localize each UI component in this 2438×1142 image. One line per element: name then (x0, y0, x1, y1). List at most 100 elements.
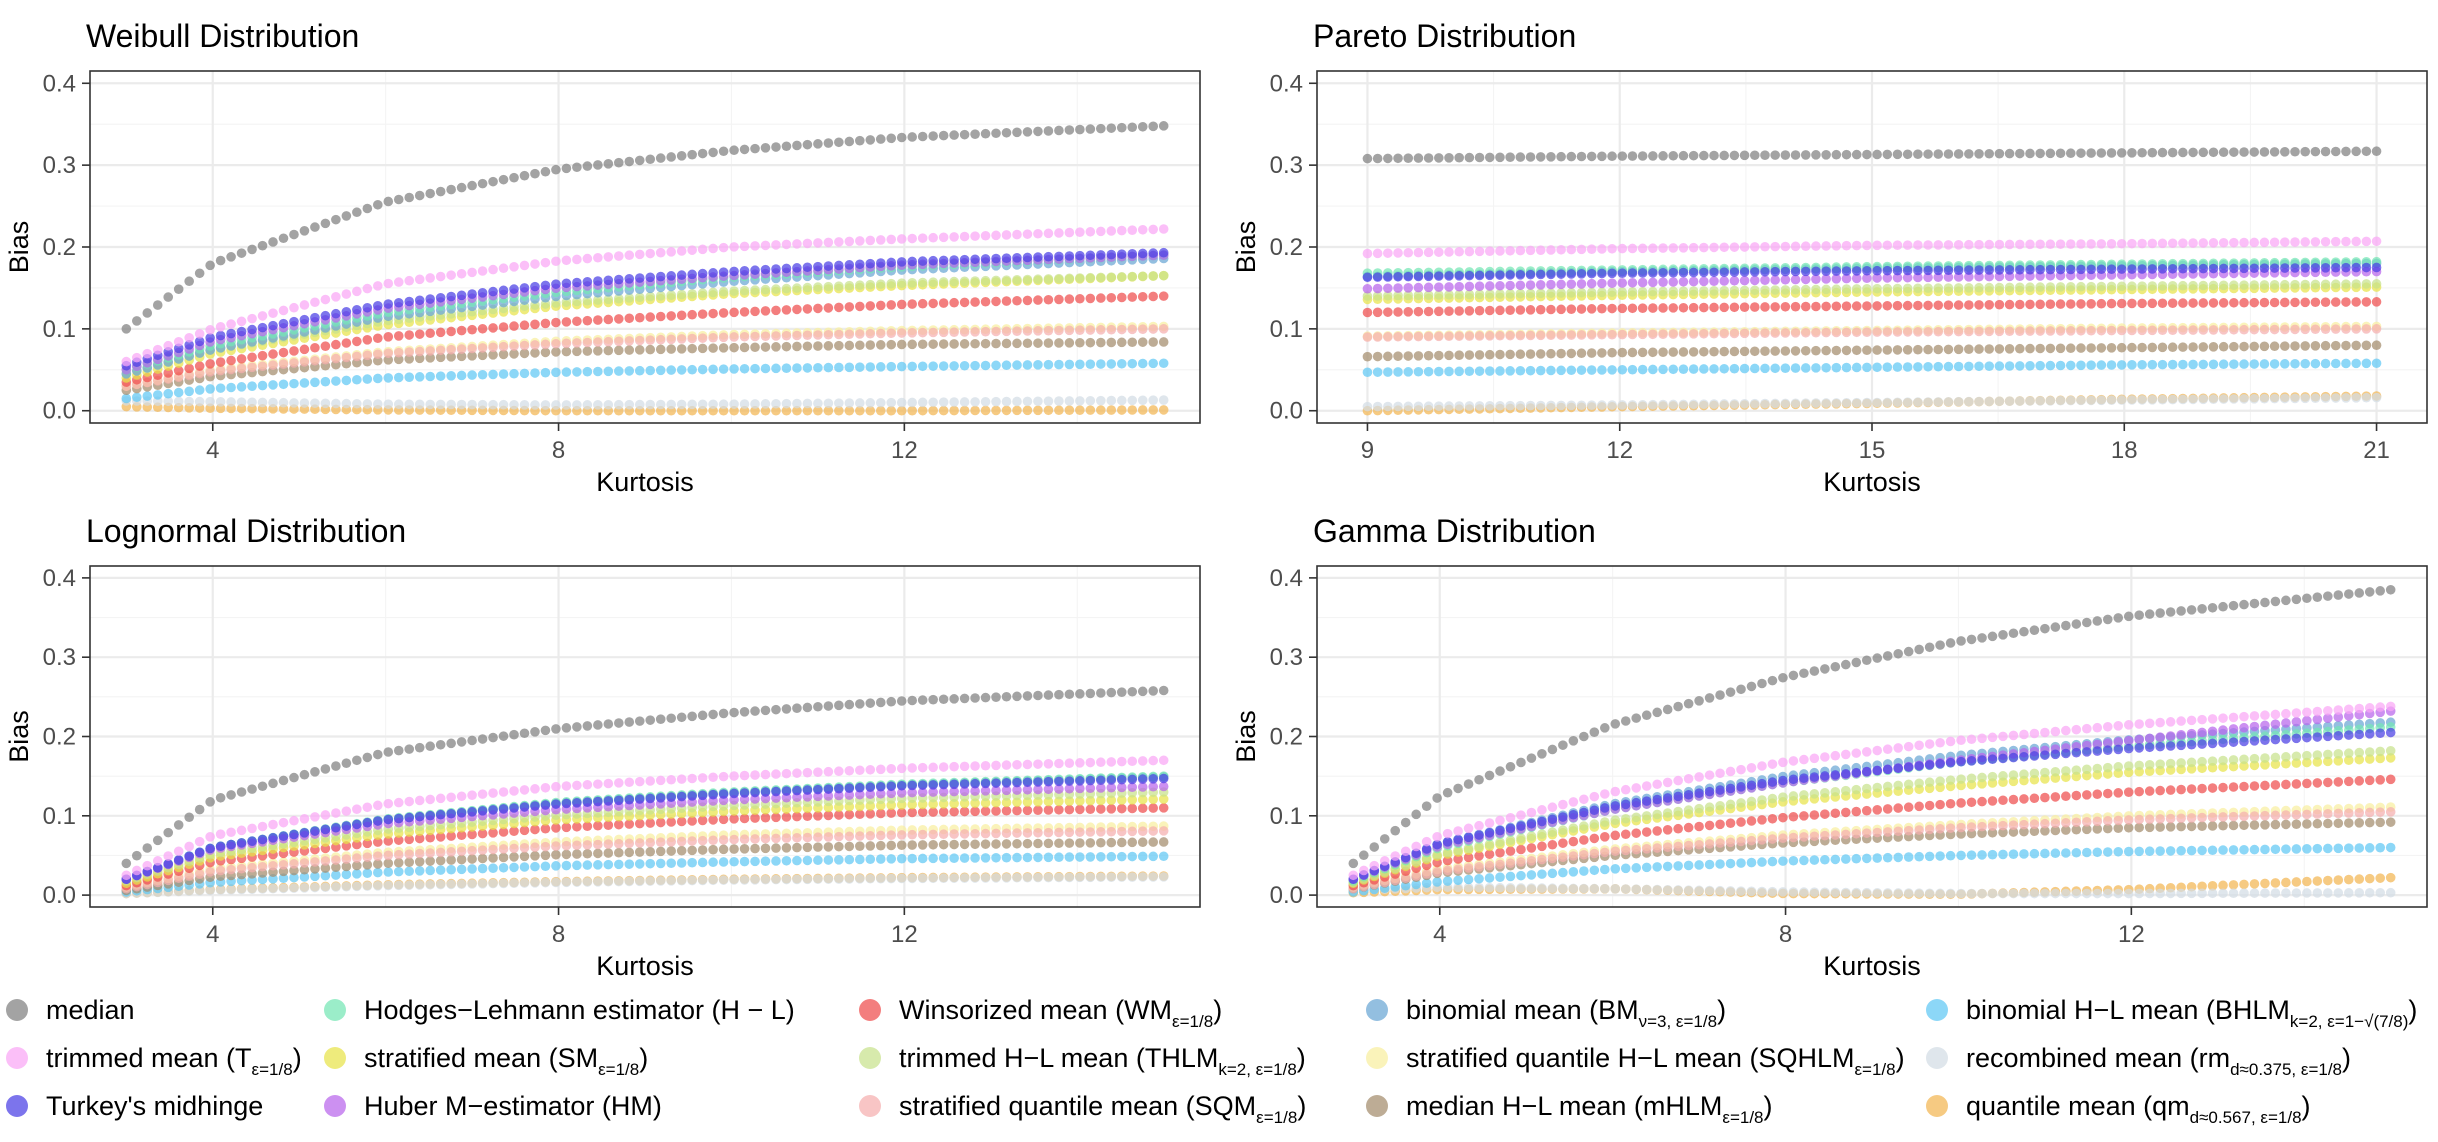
point-rm (886, 873, 897, 884)
point-bhlm (834, 855, 844, 865)
point-sqm (1372, 332, 1383, 342)
point-sqm (477, 845, 488, 855)
point-mhlm (561, 849, 572, 860)
point-thlm (1546, 288, 1556, 298)
point-rm (634, 876, 645, 887)
point-winsorized (896, 299, 907, 310)
point-mhlm (1648, 347, 1658, 358)
point-mhlm (928, 339, 938, 349)
point-sqm (1811, 327, 1821, 338)
point-winsorized (1658, 303, 1668, 313)
point-qm (865, 405, 876, 416)
point-thlm (1454, 289, 1464, 300)
point-trimmed (1984, 239, 1995, 250)
series-median (121, 685, 1169, 869)
point-thlm (2361, 279, 2372, 289)
point-rm (1075, 396, 1085, 406)
point-rm (1841, 887, 1851, 898)
series-thlm (1362, 279, 2382, 301)
point-bhlm (687, 857, 697, 868)
point-rm (2330, 393, 2341, 403)
point-qm (813, 405, 823, 416)
point-rm (1966, 888, 1977, 899)
point-sqm (760, 833, 771, 844)
point-mhlm (750, 342, 760, 353)
point-rm (1372, 401, 1383, 412)
point-mhlm (1913, 344, 1923, 355)
point-sqm (823, 329, 834, 340)
point-thlm (2035, 282, 2045, 292)
point-bhlm (1788, 855, 1799, 866)
point-huber (1851, 273, 1862, 284)
point-bhlm (2045, 360, 2056, 371)
y-tick-label: 0.0 (43, 398, 76, 425)
point-bhlm (341, 869, 352, 880)
point-rm (917, 397, 928, 408)
point-winsorized (2076, 299, 2086, 309)
point-winsorized (2147, 298, 2158, 309)
point-bhlm (1116, 358, 1127, 369)
point-bhlm (446, 371, 456, 381)
point-winsorized (1648, 303, 1658, 313)
point-rm (331, 398, 341, 409)
point-winsorized (2198, 298, 2209, 308)
point-rm (1022, 872, 1033, 883)
point-trimmed (352, 286, 362, 297)
point-huber (1627, 277, 1638, 288)
point-median (917, 695, 928, 705)
point-rm (404, 880, 415, 890)
point-turkey (1474, 270, 1485, 281)
point-turkey (425, 810, 435, 821)
point-winsorized (194, 361, 205, 371)
point-stratified (1085, 795, 1096, 806)
point-turkey (2178, 263, 2188, 274)
point-sqm (519, 843, 530, 853)
point-rm (1757, 886, 1767, 897)
point-huber (1902, 272, 1913, 283)
point-trimmed (519, 260, 530, 271)
point-turkey (970, 778, 980, 789)
point-turkey (1116, 774, 1127, 785)
point-trimmed (1012, 759, 1022, 770)
point-turkey (1790, 266, 1801, 277)
point-thlm (655, 291, 666, 301)
point-rm (980, 873, 991, 883)
point-bhlm (1637, 364, 1648, 375)
point-mhlm (1525, 349, 1536, 359)
point-sqm (1474, 331, 1485, 341)
point-thlm (1892, 283, 1903, 294)
point-median (1403, 153, 1414, 163)
point-rm (1033, 396, 1043, 407)
point-sqm (697, 333, 708, 343)
point-mhlm (2300, 341, 2310, 351)
point-sqm (1637, 329, 1648, 340)
point-winsorized (1597, 303, 1607, 314)
point-mhlm (2055, 343, 2066, 354)
point-sqm (1617, 329, 1628, 340)
point-trimmed (1699, 242, 1709, 253)
point-huber (1872, 273, 1882, 283)
point-mhlm (1393, 351, 1403, 362)
point-bhlm (2330, 358, 2341, 369)
point-turkey (1913, 265, 1923, 276)
point-rm (1892, 397, 1903, 408)
point-trimmed (1001, 760, 1012, 770)
point-huber (1882, 273, 1893, 283)
point-winsorized (844, 302, 855, 312)
point-mhlm (425, 353, 435, 363)
point-rm (194, 396, 205, 407)
point-sqm (634, 335, 645, 346)
point-median (163, 292, 174, 302)
point-huber (1821, 274, 1831, 284)
point-winsorized (2188, 298, 2198, 308)
point-thlm (2065, 282, 2076, 292)
point-median (1043, 126, 1054, 136)
point-bhlm (2147, 359, 2158, 370)
point-bhlm (498, 369, 509, 379)
point-stratified (1043, 796, 1054, 807)
point-winsorized (970, 806, 980, 817)
point-sqm (1505, 330, 1515, 341)
point-median (970, 693, 980, 703)
point-rm (1729, 399, 1740, 409)
point-rm (1800, 398, 1811, 408)
